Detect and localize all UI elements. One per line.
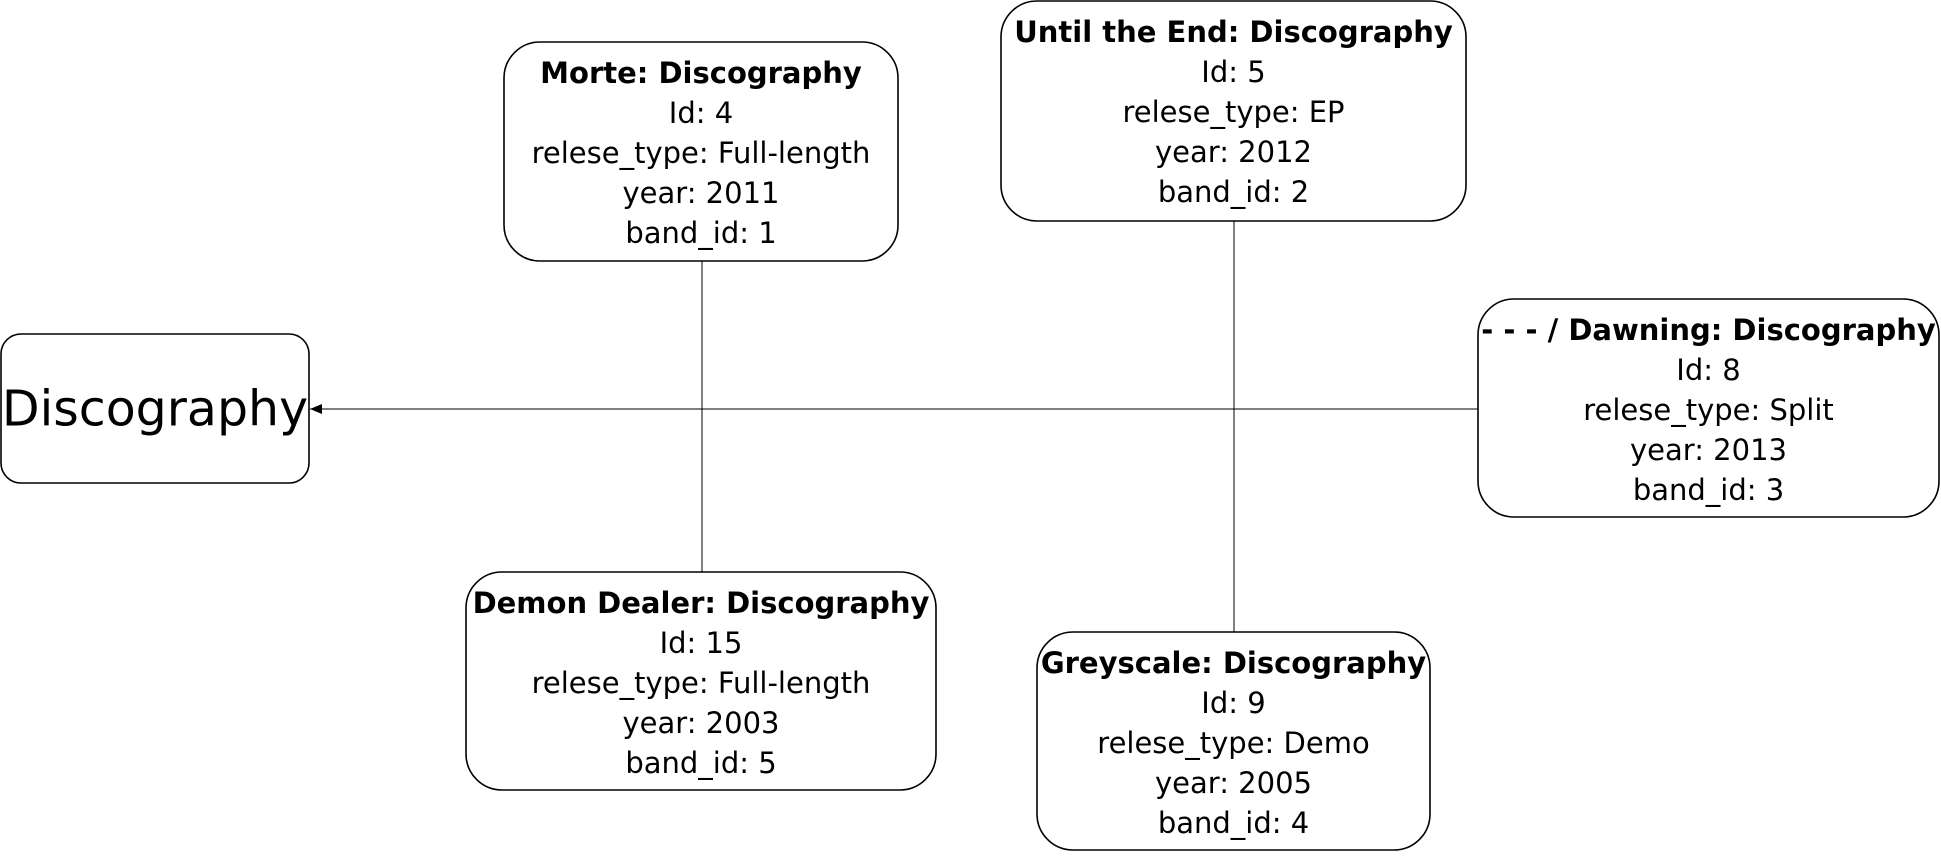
record-field: year: 2003	[623, 706, 780, 740]
record-title: - - - / Dawning: Discography	[1481, 313, 1936, 347]
record-field: relese_type: Split	[1583, 393, 1834, 427]
record-title: Until the End: Discography	[1014, 15, 1453, 49]
record-field: Id: 5	[1201, 55, 1265, 89]
record-field: relese_type: Full-length	[532, 136, 871, 170]
record-field: Id: 9	[1201, 686, 1265, 720]
record-title: Demon Dealer: Discography	[473, 586, 930, 620]
record-field: relese_type: EP	[1122, 95, 1344, 129]
record-node-morte: Morte: Discography Id: 4 relese_type: Full…	[503, 41, 899, 262]
record-field: relese_type: Demo	[1097, 726, 1369, 760]
record-node-until-the-end: Until the End: Discography Id: 5 relese_ty…	[1000, 0, 1467, 222]
record-box-morte	[503, 41, 899, 262]
record-field: band_id: 4	[1158, 806, 1309, 840]
record-field: year: 2012	[1155, 135, 1312, 169]
root-node-label: Discography	[2, 381, 308, 438]
record-box-greyscale	[1036, 631, 1431, 851]
record-node-dawning: - - - / Dawning: Discography Id: 8 relese_…	[1477, 298, 1940, 518]
record-field: band_id: 2	[1158, 175, 1309, 209]
record-field: Id: 4	[669, 96, 733, 130]
record-node-greyscale: Greyscale: Discography Id: 9 relese_type: …	[1036, 631, 1431, 851]
record-box-until-the-end	[1000, 0, 1467, 222]
root-node-box	[0, 333, 310, 484]
discography-root-node: Discography	[0, 333, 310, 484]
record-node-demon-dealer: Demon Dealer: Discography Id: 15 relese_ty…	[465, 571, 937, 791]
record-field: year: 2013	[1630, 433, 1787, 467]
connector-lines	[310, 221, 1478, 632]
record-field: band_id: 1	[625, 216, 776, 250]
record-field: band_id: 5	[625, 746, 776, 780]
record-title: Morte: Discography	[540, 56, 862, 90]
record-field: year: 2005	[1155, 766, 1312, 800]
record-field: year: 2011	[623, 176, 780, 210]
record-field: band_id: 3	[1633, 473, 1784, 507]
record-box-demon-dealer	[465, 571, 937, 791]
record-field: Id: 15	[660, 626, 743, 660]
record-title: Greyscale: Discography	[1041, 646, 1426, 680]
record-box-dawning	[1477, 298, 1940, 518]
record-field: Id: 8	[1676, 353, 1740, 387]
record-field: relese_type: Full-length	[532, 666, 871, 700]
